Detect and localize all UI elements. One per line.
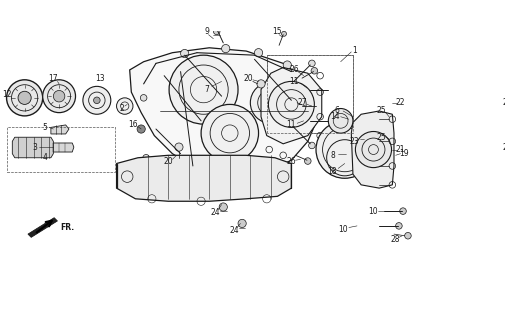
Text: 21: 21 — [396, 145, 406, 154]
Circle shape — [255, 49, 263, 57]
Circle shape — [222, 44, 230, 53]
Text: 18: 18 — [328, 167, 337, 176]
Polygon shape — [28, 218, 58, 237]
Polygon shape — [351, 111, 394, 188]
Text: 26: 26 — [286, 157, 296, 166]
Circle shape — [316, 121, 374, 178]
Text: 12: 12 — [2, 90, 11, 99]
Text: 2: 2 — [119, 104, 124, 113]
Text: 5: 5 — [43, 123, 47, 132]
Circle shape — [93, 97, 100, 104]
Circle shape — [268, 81, 315, 127]
Text: 25: 25 — [377, 107, 386, 116]
Circle shape — [43, 80, 76, 113]
Text: 6: 6 — [334, 107, 339, 116]
Circle shape — [181, 49, 189, 58]
Circle shape — [405, 232, 411, 239]
Circle shape — [18, 91, 31, 104]
Text: 25: 25 — [377, 133, 386, 142]
Circle shape — [169, 55, 238, 124]
Circle shape — [328, 108, 353, 133]
Circle shape — [238, 219, 246, 228]
Text: 28: 28 — [391, 235, 400, 244]
Text: 4: 4 — [43, 153, 47, 162]
Circle shape — [140, 94, 147, 101]
Polygon shape — [261, 68, 322, 144]
Text: 9: 9 — [205, 27, 209, 36]
Text: 15: 15 — [273, 27, 282, 36]
Circle shape — [143, 155, 149, 161]
Text: 22: 22 — [396, 98, 406, 107]
Text: 7: 7 — [205, 85, 209, 94]
Text: 23: 23 — [350, 137, 360, 146]
Circle shape — [356, 132, 391, 168]
Circle shape — [175, 143, 183, 151]
Circle shape — [219, 203, 227, 211]
Text: 10: 10 — [369, 207, 378, 216]
Text: 20: 20 — [164, 157, 173, 166]
Text: 1: 1 — [352, 46, 357, 55]
Polygon shape — [46, 143, 74, 152]
Text: 13: 13 — [95, 74, 105, 83]
Text: 21: 21 — [502, 143, 505, 152]
Circle shape — [257, 80, 265, 88]
Polygon shape — [117, 155, 291, 201]
Circle shape — [83, 86, 111, 114]
Text: 20: 20 — [243, 74, 252, 83]
Circle shape — [281, 31, 286, 36]
Circle shape — [309, 142, 315, 149]
Text: 22: 22 — [502, 98, 505, 107]
Polygon shape — [12, 137, 54, 158]
Text: FR.: FR. — [60, 223, 74, 232]
Text: 14: 14 — [330, 112, 340, 121]
Circle shape — [311, 68, 318, 74]
Circle shape — [161, 168, 168, 175]
Circle shape — [309, 60, 315, 67]
Text: 3: 3 — [32, 143, 37, 152]
Text: 11: 11 — [289, 77, 298, 86]
Text: 24: 24 — [210, 208, 220, 217]
Polygon shape — [130, 48, 319, 177]
Text: 11: 11 — [287, 120, 296, 129]
Polygon shape — [51, 125, 69, 134]
Text: 26: 26 — [289, 65, 298, 75]
Text: 8: 8 — [330, 151, 335, 160]
Circle shape — [395, 223, 402, 229]
Circle shape — [7, 80, 43, 116]
Circle shape — [250, 82, 291, 123]
Circle shape — [137, 125, 145, 133]
Circle shape — [54, 91, 65, 102]
Circle shape — [117, 98, 133, 114]
Circle shape — [400, 208, 407, 214]
Text: 19: 19 — [399, 149, 409, 158]
Circle shape — [201, 104, 259, 162]
Circle shape — [283, 61, 291, 69]
Text: 27: 27 — [297, 98, 307, 107]
Circle shape — [214, 28, 220, 35]
Text: 16: 16 — [128, 120, 138, 129]
Circle shape — [305, 158, 311, 164]
Bar — [7, 127, 115, 172]
Text: 17: 17 — [48, 74, 58, 83]
Text: 10: 10 — [338, 225, 348, 234]
Text: 24: 24 — [229, 226, 239, 235]
